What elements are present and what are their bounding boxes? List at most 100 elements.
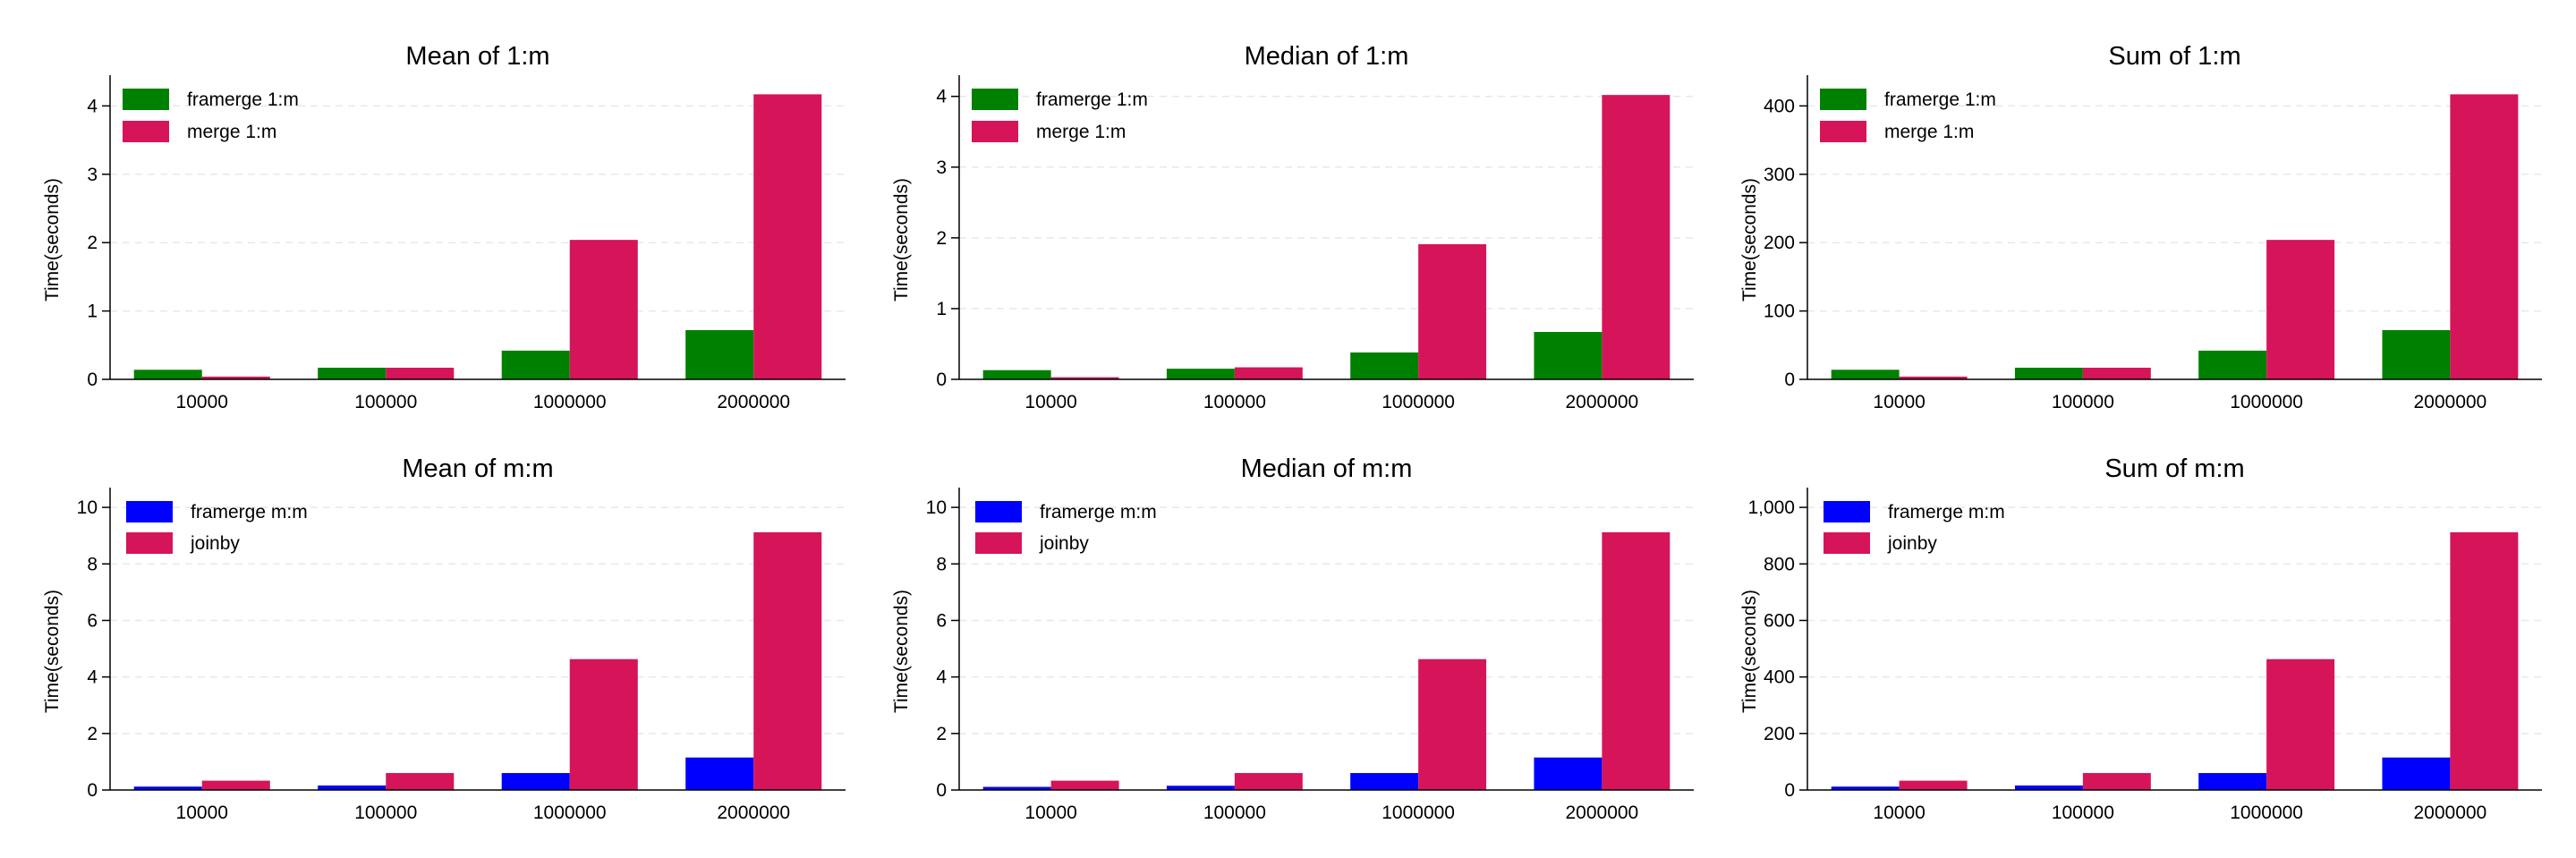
bar-merge-1-m-1000000 (569, 240, 638, 379)
chart-panel-5: Median of m:m 0 2 4 6 8 10 Time(seconds) 10000 10… (891, 454, 1694, 823)
bar-framerge-m-m-1000000 (2198, 773, 2267, 790)
bar-framerge-1-m-2000000 (1534, 332, 1603, 379)
bar-framerge-1-m-1000000 (501, 350, 570, 379)
bar-joinby-10000 (201, 780, 270, 790)
bar-merge-1-m-1000000 (1418, 243, 1487, 379)
legend-label: framerge 1:m (1036, 89, 1148, 110)
legend-swatch (1820, 121, 1866, 142)
x-tick-label: 1000000 (1382, 392, 1455, 412)
x-tick-label: 1000000 (1382, 803, 1455, 823)
y-tick-label: 2 (87, 233, 98, 253)
chart-title: Sum of 1:m (2108, 42, 2240, 71)
bar-framerge-m-m-10000 (982, 786, 1051, 790)
legend-swatch (126, 532, 173, 554)
bar-framerge-m-m-2000000 (685, 757, 754, 790)
y-axis-label: Time(seconds) (1739, 178, 1760, 302)
x-tick-label: 10000 (1024, 803, 1076, 823)
legend-label: framerge m:m (191, 502, 308, 522)
y-tick-label: 300 (1764, 165, 1795, 185)
legend-label: merge 1:m (187, 122, 276, 142)
y-axis-label: Time(seconds) (42, 178, 63, 302)
bar-framerge-m-m-2000000 (1534, 757, 1603, 790)
legend-swatch (126, 501, 173, 522)
bar-framerge-m-m-100000 (1166, 786, 1235, 790)
x-tick-label: 10000 (1873, 392, 1925, 412)
y-tick-label: 4 (936, 87, 947, 107)
bar-framerge-m-m-1000000 (501, 773, 570, 790)
legend-swatch (1824, 501, 1870, 522)
legend-swatch (1824, 532, 1870, 554)
bar-framerge-1-m-1000000 (1350, 352, 1419, 379)
x-tick-label: 1000000 (2230, 803, 2303, 823)
bar-framerge-1-m-1000000 (2198, 350, 2267, 379)
y-axis-label: Time(seconds) (891, 178, 912, 302)
bar-merge-1-m-100000 (386, 368, 455, 379)
legend-label: joinby (190, 533, 240, 554)
y-tick-label: 200 (1764, 233, 1795, 253)
y-tick-label: 100 (1764, 302, 1795, 322)
x-tick-label: 10000 (1024, 392, 1076, 412)
chart-title: Mean of m:m (402, 454, 553, 483)
chart-panel-3: Sum of 1:m 0 100 200 300 400 Time(seconds) 1000… (1739, 42, 2542, 412)
y-tick-label: 1,000 (1747, 497, 1795, 518)
bar-merge-1-m-10000 (201, 376, 270, 379)
y-tick-label: 200 (1764, 724, 1795, 744)
y-tick-label: 6 (87, 610, 98, 631)
chart-title: Median of 1:m (1245, 42, 1409, 71)
bar-framerge-m-m-100000 (318, 785, 387, 790)
x-tick-label: 2000000 (717, 803, 790, 823)
y-axis-label: Time(seconds) (1739, 590, 1760, 713)
x-tick-label: 2000000 (1565, 392, 1638, 412)
bar-merge-1-m-2000000 (753, 94, 822, 380)
legend-swatch (123, 89, 169, 110)
x-tick-label: 2000000 (2413, 803, 2487, 823)
bar-framerge-m-m-100000 (2014, 785, 2083, 790)
bar-merge-1-m-1000000 (2266, 240, 2335, 379)
chart-title: Mean of 1:m (405, 42, 549, 71)
x-tick-label: 100000 (2052, 803, 2114, 823)
y-tick-label: 800 (1764, 554, 1795, 574)
bar-framerge-1-m-100000 (2014, 368, 2083, 379)
legend-label: framerge 1:m (1884, 89, 1996, 110)
legend-swatch (975, 501, 1022, 522)
y-tick-label: 2 (936, 228, 947, 249)
bar-merge-1-m-10000 (1050, 377, 1119, 379)
legend-label: merge 1:m (1036, 122, 1126, 142)
legend-swatch (1820, 89, 1866, 110)
bar-framerge-1-m-2000000 (2382, 329, 2451, 379)
y-tick-label: 3 (87, 165, 98, 185)
bar-joinby-2000000 (1602, 531, 1671, 790)
bar-framerge-1-m-10000 (133, 370, 202, 379)
bar-merge-1-m-2000000 (1602, 95, 1671, 380)
y-tick-label: 0 (1784, 780, 1795, 801)
y-tick-label: 2 (87, 724, 98, 744)
y-tick-label: 600 (1764, 610, 1795, 631)
y-tick-label: 4 (936, 667, 947, 688)
bar-joinby-10000 (1899, 780, 1968, 790)
x-tick-label: 2000000 (1565, 803, 1638, 823)
bar-joinby-100000 (2082, 773, 2151, 790)
x-tick-label: 1000000 (533, 803, 607, 823)
x-tick-label: 100000 (1203, 392, 1266, 412)
bar-framerge-m-m-2000000 (2382, 757, 2451, 790)
y-tick-label: 1 (87, 302, 98, 322)
bar-joinby-1000000 (1418, 658, 1487, 790)
bar-joinby-1000000 (569, 658, 638, 790)
bar-joinby-2000000 (753, 531, 822, 790)
y-tick-label: 0 (87, 780, 98, 801)
bar-framerge-1-m-100000 (318, 368, 387, 379)
y-axis-label: Time(seconds) (891, 590, 912, 713)
x-tick-label: 1000000 (2230, 392, 2303, 412)
legend-swatch (123, 121, 169, 142)
legend-label: joinby (1039, 533, 1089, 554)
bar-merge-1-m-10000 (1899, 376, 1968, 379)
x-tick-label: 100000 (354, 803, 417, 823)
y-tick-label: 3 (936, 157, 947, 178)
chart-title: Sum of m:m (2104, 454, 2244, 483)
y-tick-label: 0 (936, 780, 947, 801)
chart-panel-1: Mean of 1:m 0 1 2 3 4 Time(seconds) 10000 100000… (42, 42, 846, 412)
y-tick-label: 400 (1764, 96, 1795, 116)
y-tick-label: 0 (87, 370, 98, 390)
bar-merge-1-m-100000 (1234, 367, 1303, 379)
